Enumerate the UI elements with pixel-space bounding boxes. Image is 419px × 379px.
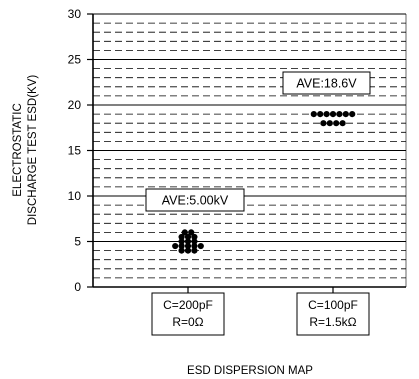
annotations: AVE:5.00kV AVE:18.6V <box>145 71 371 212</box>
x-axis-label: ESD DISPERSION MAP <box>187 365 313 377</box>
data-point <box>188 229 195 236</box>
category-label-line: R=1.5kΩ <box>309 315 356 329</box>
y-axis-label-line-1: ELECTROSTATIC <box>12 103 24 197</box>
category-label-line: R=0Ω <box>172 315 203 329</box>
data-point <box>333 120 340 127</box>
data-point <box>178 242 185 250</box>
data-point <box>181 229 188 236</box>
data-point <box>178 247 185 254</box>
category-label-box <box>296 292 370 336</box>
category-label-line: C=100pF <box>308 298 358 312</box>
data-point <box>326 120 333 127</box>
y-tick-label: 5 <box>74 235 81 249</box>
data-point <box>339 120 346 127</box>
data-point <box>191 238 198 245</box>
y-tick-label: 10 <box>68 189 82 203</box>
data-point <box>310 111 317 118</box>
data-point <box>184 238 192 245</box>
data-point <box>317 111 324 118</box>
grid-lines <box>93 13 406 279</box>
data-point <box>349 111 356 118</box>
y-tick-label: 30 <box>68 7 82 21</box>
y-tick-label: 25 <box>68 53 82 67</box>
data-point <box>329 111 337 118</box>
y-tick-label: 20 <box>68 98 82 112</box>
average-annotation-text: AVE:18.6V <box>296 77 357 91</box>
category-label-box <box>151 292 225 336</box>
average-annotation-box <box>145 188 245 212</box>
x-category-labels: C=200pF R=0Ω C=100pF R=1.5kΩ <box>151 287 370 336</box>
data-point <box>342 111 349 118</box>
y-ticks: 0 5 10 15 20 25 30 <box>68 7 93 294</box>
data-point <box>178 233 185 241</box>
data-point <box>178 238 185 245</box>
y-axis-label-line-2: DISCHARGE TEST ESD(KV) <box>27 75 39 226</box>
data-point <box>320 120 327 127</box>
average-annotation-box <box>282 71 371 95</box>
data-point <box>184 233 192 241</box>
y-tick-label: 0 <box>74 280 81 294</box>
data-point <box>184 242 192 250</box>
category-label-line: C=200pF <box>163 298 213 312</box>
data-point <box>197 242 204 250</box>
data-point <box>323 111 330 118</box>
average-annotation-text: AVE:5.00kV <box>162 194 229 208</box>
data-points <box>172 111 356 254</box>
y-tick-label: 15 <box>68 144 82 158</box>
data-point <box>184 247 192 254</box>
data-point <box>336 111 343 118</box>
data-point <box>191 242 198 250</box>
data-point <box>191 247 198 254</box>
data-point <box>191 233 198 241</box>
data-point <box>172 242 179 250</box>
